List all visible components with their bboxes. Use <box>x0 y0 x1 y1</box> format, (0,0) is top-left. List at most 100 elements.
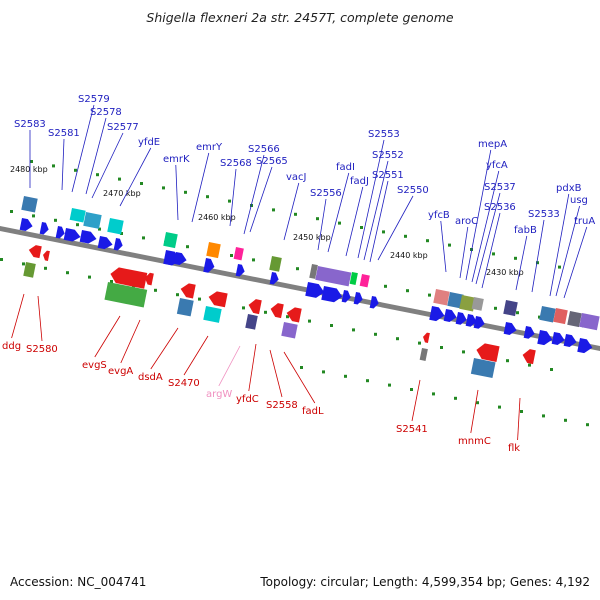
forward-gene-arrow <box>465 314 477 327</box>
reverse-gene-label: S2558 <box>266 400 298 411</box>
reverse-gene-label: mnmC <box>458 436 491 447</box>
tick-dot <box>264 310 267 314</box>
tick-dot <box>74 168 77 172</box>
label-leader-line <box>475 192 501 285</box>
forward-gene-arrow <box>563 334 577 347</box>
label-leader-line <box>465 149 492 281</box>
forward-gene-arrow <box>429 306 445 322</box>
label-leader-line <box>175 164 179 221</box>
gene-block <box>503 300 518 317</box>
label-leader-line <box>218 345 241 387</box>
tick-dot <box>96 173 99 177</box>
tick-dot <box>300 366 303 369</box>
kbp-tick-label: 2460 kbp <box>198 213 236 222</box>
gene-arrows <box>19 218 593 365</box>
forward-gene-label: S2552 <box>372 150 404 161</box>
gene-block <box>579 313 600 331</box>
label-leader-line <box>549 193 570 297</box>
label-leader-line <box>369 180 389 263</box>
label-leader-line <box>440 220 447 273</box>
gene-block <box>459 295 476 312</box>
tick-dot <box>528 363 531 367</box>
label-leader-line <box>119 147 152 207</box>
gene-block <box>107 217 124 235</box>
forward-gene-arrow <box>305 282 325 298</box>
label-leader-line <box>283 182 300 241</box>
forward-gene-label: aroC <box>455 216 478 227</box>
tick-dot <box>428 293 431 297</box>
label-leader-line <box>191 152 210 223</box>
label-leader-line <box>459 226 469 279</box>
forward-gene-arrow <box>235 264 245 277</box>
gene-block <box>315 265 352 287</box>
tick-dot <box>494 306 497 310</box>
forward-gene-label: vacJ <box>286 172 307 183</box>
reverse-gene-label: fadL <box>302 406 324 417</box>
tick-dot <box>230 254 233 257</box>
forward-gene-arrow <box>63 228 81 242</box>
gene-block <box>471 297 484 311</box>
tick-dot <box>66 271 69 275</box>
gene-block <box>23 261 36 278</box>
tick-dot <box>374 332 377 336</box>
map-title: Shigella flexneri 2a str. 2457T, complet… <box>146 10 454 25</box>
label-leader-line <box>481 212 501 289</box>
forward-gene-label: S2577 <box>107 122 139 133</box>
reverse-gene-label: yfdC <box>236 394 259 405</box>
tick-dot <box>186 245 189 249</box>
forward-gene-arrow <box>321 286 343 303</box>
tick-dot <box>536 261 539 265</box>
gene-block <box>567 311 582 328</box>
tick-dot <box>272 208 275 212</box>
tick-dot <box>454 396 457 400</box>
reverse-gene-label: argW <box>206 389 232 400</box>
label-leader-line <box>411 379 421 422</box>
gene-block <box>359 274 370 288</box>
forward-gene-arrow <box>79 230 97 244</box>
forward-gene-arrow <box>341 290 351 303</box>
gene-block <box>349 272 358 285</box>
tick-dot <box>140 182 143 185</box>
forward-gene-label: S2583 <box>14 119 46 130</box>
gene-block <box>281 322 298 339</box>
label-leader-line <box>91 132 124 199</box>
tick-dot <box>498 405 501 409</box>
forward-gene-arrow <box>113 238 123 251</box>
forward-gene-arrow <box>577 338 593 354</box>
forward-gene-label: S2579 <box>78 94 110 105</box>
tick-dot <box>162 186 165 190</box>
forward-gene-label: yfcA <box>486 160 508 171</box>
kbp-tick-label: 2480 kbp <box>10 165 48 174</box>
label-leader-line <box>563 226 588 299</box>
forward-gene-label: yfcB <box>428 210 450 221</box>
gene-block <box>233 247 244 261</box>
kbp-tick-label: 2450 kbp <box>293 233 331 242</box>
reverse-gene-label: S2541 <box>396 424 428 435</box>
label-leader-line <box>61 138 65 191</box>
forward-gene-label: S2536 <box>484 202 516 213</box>
tick-dot <box>10 210 13 213</box>
reverse-gene-arrow <box>144 272 154 286</box>
gene-block <box>470 358 496 379</box>
tick-dot <box>520 410 523 413</box>
tick-dot <box>426 239 429 243</box>
gene-block <box>83 212 102 229</box>
tick-dot <box>492 252 495 256</box>
forward-gene-label: S2565 <box>256 156 288 167</box>
gene-block <box>69 207 86 223</box>
tick-dot <box>286 315 289 319</box>
tick-dot <box>184 190 187 194</box>
tick-dot <box>88 275 91 279</box>
label-leader-line <box>327 172 350 253</box>
gene-block <box>553 308 568 325</box>
label-leader-line <box>363 160 389 261</box>
reverse-gene-arrow <box>286 307 302 323</box>
forward-gene-label: S2550 <box>397 185 429 196</box>
label-leader-line <box>249 166 273 233</box>
label-leader-line <box>37 295 43 342</box>
tick-dot <box>176 293 179 297</box>
forward-gene-arrow <box>369 296 379 309</box>
tick-dot <box>366 379 369 383</box>
reverse-gene-arrow <box>423 332 430 343</box>
